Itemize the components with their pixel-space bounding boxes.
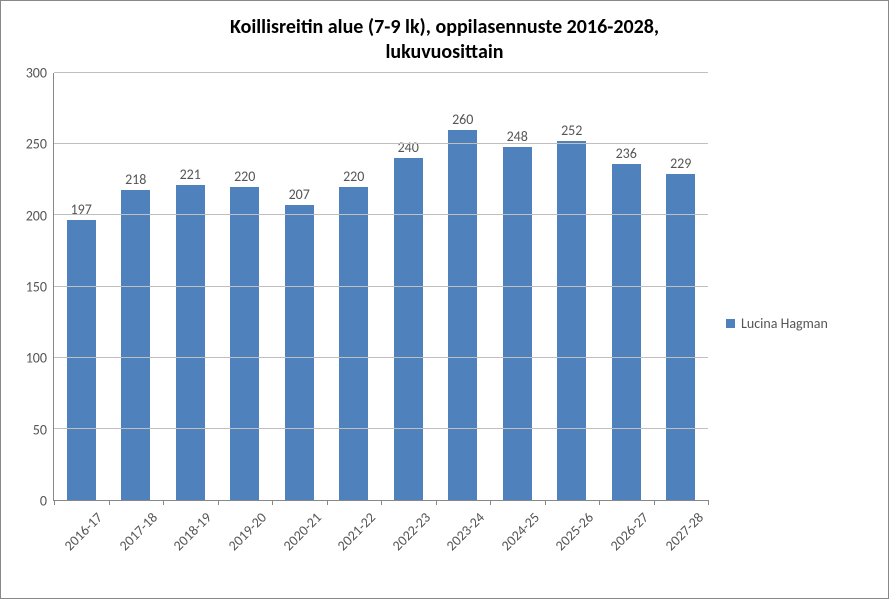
chart-title-line2: lukuvuosittain (385, 40, 503, 64)
bar-value-label: 220 (234, 168, 255, 187)
y-tick-label: 50 (33, 421, 47, 438)
bar-slot: 248 (490, 73, 545, 500)
bar: 240 (394, 158, 423, 500)
bar: 221 (176, 185, 205, 500)
bar: 220 (339, 187, 368, 500)
bar: 197 (67, 220, 96, 500)
chart-title-line1: Koillisreitin alue (7-9 lk), oppilasennu… (230, 15, 659, 39)
bar-slot: 240 (381, 73, 436, 500)
bar: 248 (503, 147, 532, 500)
y-tick-label: 100 (26, 350, 47, 367)
bar-value-label: 221 (180, 166, 201, 185)
bar-value-label: 260 (452, 111, 473, 130)
bar-value-label: 220 (343, 168, 364, 187)
bar: 260 (448, 130, 477, 500)
bar-slot: 229 (654, 73, 709, 500)
x-label-slot: 2027-28 (653, 501, 708, 573)
bar-slot: 207 (272, 73, 327, 500)
bar-slot: 260 (436, 73, 491, 500)
bar-slot: 220 (327, 73, 382, 500)
bar: 207 (285, 205, 314, 500)
bar-slot: 236 (599, 73, 654, 500)
bar-value-label: 207 (289, 186, 310, 205)
bar-value-label: 197 (71, 201, 92, 220)
bar-slot: 220 (218, 73, 273, 500)
bar: 220 (230, 187, 259, 500)
chart-container: Koillisreitin alue (7-9 lk), oppilasennu… (0, 0, 889, 599)
bar-value-label: 218 (125, 171, 146, 190)
plot-region: 197 218 221 220 207 220 240 260 248 252 236 229 (53, 73, 708, 501)
bar-value-label: 252 (561, 122, 582, 141)
gridline (54, 214, 708, 215)
bar: 229 (666, 174, 695, 500)
y-tick-label: 250 (26, 136, 47, 153)
chart-title: Koillisreitin alue (7-9 lk), oppilasennu… (11, 15, 878, 65)
legend: Lucina Hagman (708, 73, 878, 573)
x-axis: 2016-172017-182018-192019-202020-212021-… (53, 501, 708, 573)
bar: 252 (557, 141, 586, 500)
bar-slot: 252 (545, 73, 600, 500)
legend-label: Lucina Hagman (741, 315, 828, 332)
x-tick (708, 500, 709, 505)
bar-value-label: 229 (670, 155, 691, 174)
gridline (54, 143, 708, 144)
y-axis: 050100150200250300 (11, 73, 53, 501)
bars-row: 197 218 221 220 207 220 240 260 248 252 236 229 (54, 73, 708, 500)
y-tick-label: 300 (26, 65, 47, 82)
gridline (54, 286, 708, 287)
gridline (54, 428, 708, 429)
y-tick-label: 150 (26, 279, 47, 296)
gridline (54, 357, 708, 358)
gridline (54, 72, 708, 73)
y-tick-label: 0 (40, 493, 47, 510)
chart-body: 050100150200250300 197218221220207220240… (11, 73, 878, 573)
legend-marker-icon (726, 319, 735, 328)
bar: 218 (121, 190, 150, 500)
plot-wrapper: 050100150200250300 197218221220207220240… (11, 73, 708, 573)
bar-value-label: 236 (616, 145, 637, 164)
y-tick-label: 200 (26, 207, 47, 224)
bar-slot: 221 (163, 73, 218, 500)
plot-area: 050100150200250300 197218221220207220240… (11, 73, 708, 501)
bar-slot: 218 (109, 73, 164, 500)
bar-slot: 197 (54, 73, 109, 500)
legend-item: Lucina Hagman (726, 315, 828, 332)
